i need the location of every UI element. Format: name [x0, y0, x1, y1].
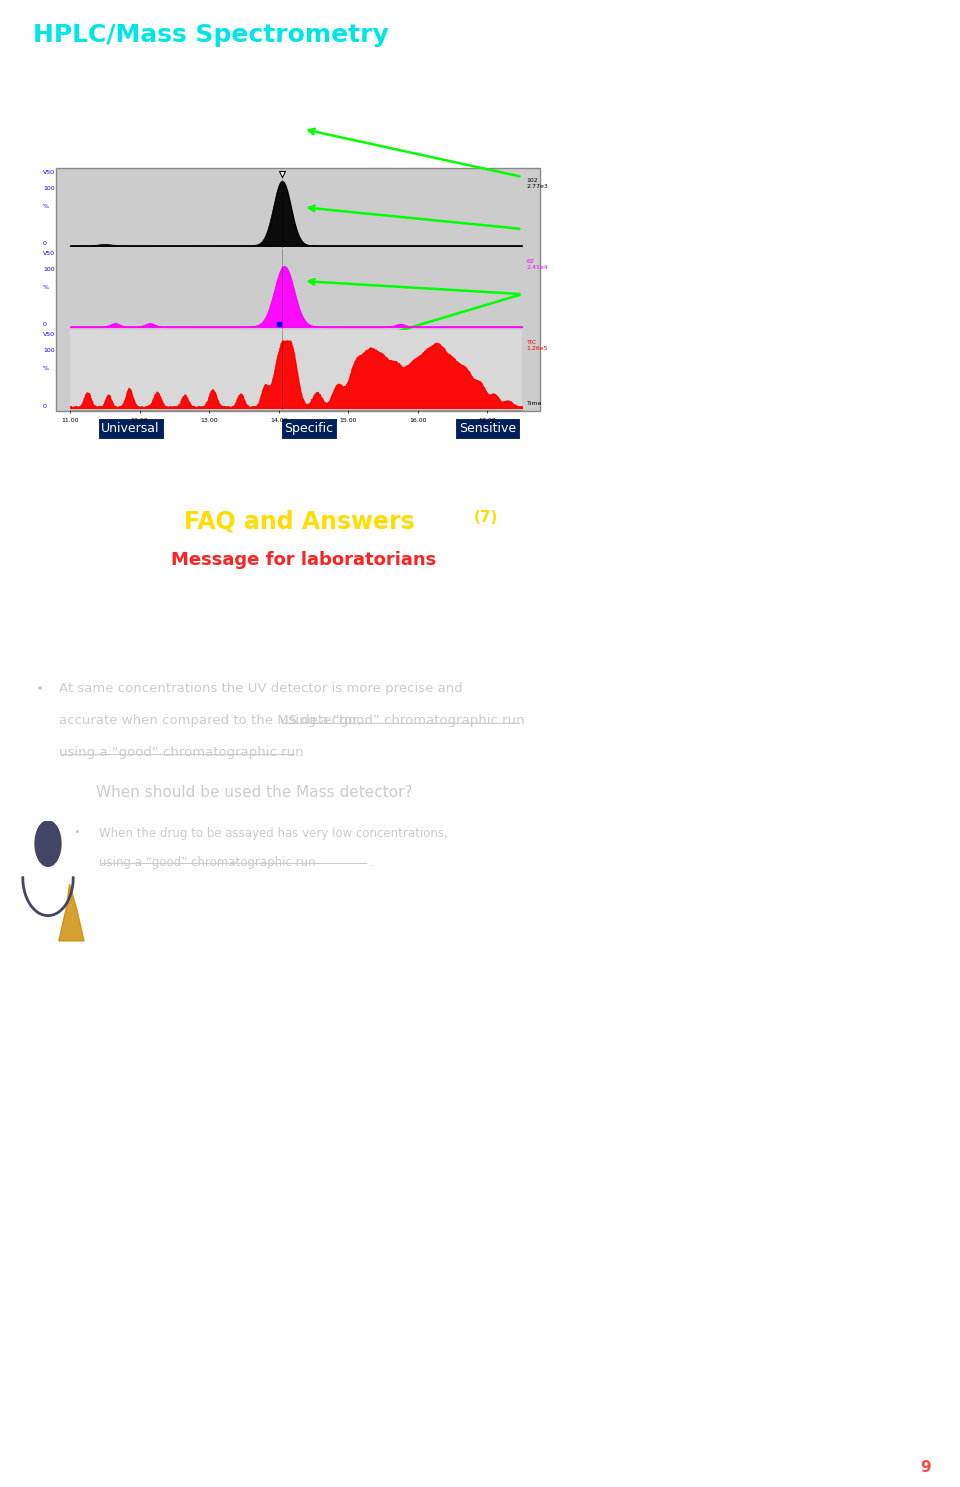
Text: ): ) [482, 644, 489, 659]
Text: Sensitive: Sensitive [459, 422, 516, 436]
Text: •: • [36, 590, 46, 608]
Text: •: • [73, 827, 80, 837]
Text: 100: 100 [43, 348, 55, 352]
Text: 0: 0 [43, 241, 47, 247]
Text: coeluted peaks.: coeluted peaks. [38, 103, 150, 116]
Text: %: % [43, 286, 49, 290]
Text: Message for laboratorians: Message for laboratorians [171, 550, 436, 568]
Text: When should be used the Mass detector?: When should be used the Mass detector? [96, 785, 413, 800]
Text: %: % [43, 366, 49, 372]
Text: 0: 0 [43, 403, 47, 409]
Text: 9: 9 [921, 1460, 931, 1475]
Text: using a “good” chromatographic run: using a “good” chromatographic run [99, 855, 316, 868]
Text: V50: V50 [43, 332, 55, 338]
Text: 0: 0 [43, 323, 47, 327]
Text: Gold Standard: Gold Standard [341, 644, 464, 659]
Text: .: . [298, 745, 301, 758]
Text: Which is the best instrument to quantify drugs?: Which is the best instrument to quantify… [59, 590, 443, 605]
Text: %: % [43, 204, 49, 210]
Text: V50: V50 [43, 251, 55, 256]
Text: 100: 100 [43, 186, 55, 190]
Circle shape [35, 821, 61, 867]
Text: •: • [36, 683, 44, 696]
Text: Specific: Specific [284, 422, 334, 436]
Text: At same concentrations the UV detector is more precise and: At same concentrations the UV detector i… [59, 683, 463, 694]
Text: .: . [370, 855, 373, 868]
Text: 100: 100 [43, 266, 55, 272]
Text: Moreover, with mass spectrometry you can quantify two or more: Moreover, with mass spectrometry you can… [38, 74, 493, 88]
Text: (LC-MS or MS/MS): (LC-MS or MS/MS) [410, 22, 556, 37]
Text: HPLC/Mass Spectrometry: HPLC/Mass Spectrometry [33, 22, 389, 46]
Text: TIC
1.26e5: TIC 1.26e5 [527, 341, 548, 351]
Polygon shape [59, 883, 84, 941]
Text: V50: V50 [43, 170, 55, 175]
Text: 62
2.41e4: 62 2.41e4 [527, 259, 548, 269]
FancyBboxPatch shape [56, 168, 540, 412]
Text: When the drug to be assayed has very low concentrations,: When the drug to be assayed has very low… [99, 827, 447, 840]
Text: Time: Time [527, 401, 542, 406]
Text: FAQ and Answers: FAQ and Answers [184, 510, 422, 534]
Text: using a “good” chromatographic run: using a “good” chromatographic run [280, 714, 525, 727]
Text: HPLC/UPLC UV or Fluorimetric (: HPLC/UPLC UV or Fluorimetric ( [36, 644, 304, 659]
Text: Universal: Universal [102, 422, 159, 436]
Text: accurate when compared to the MS detector,: accurate when compared to the MS detecto… [59, 714, 366, 727]
Text: (7): (7) [473, 510, 497, 525]
Text: 102
2.77e3: 102 2.77e3 [527, 178, 548, 189]
Text: using a “good” chromatographic run: using a “good” chromatographic run [59, 745, 303, 758]
